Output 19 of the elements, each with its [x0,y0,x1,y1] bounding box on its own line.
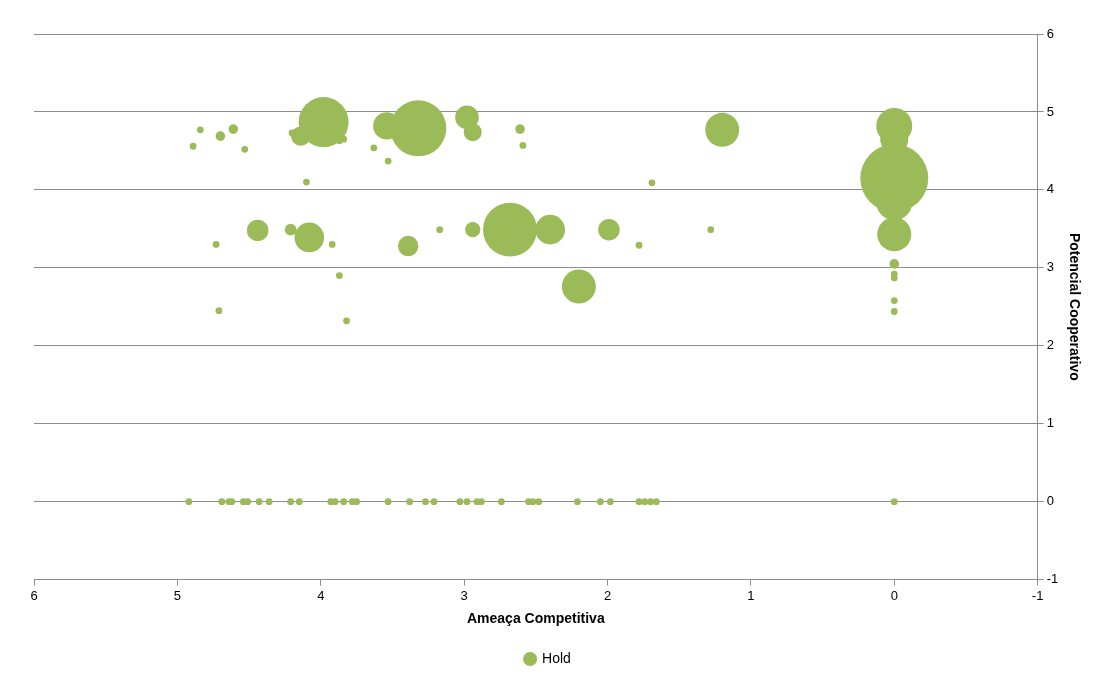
y-tick-label: 5 [1046,103,1054,119]
x-tick-label: 3 [460,587,468,603]
x-tick-label: 2 [603,587,612,603]
x-tick-label: 4 [317,587,325,603]
x-tick-label: 6 [30,587,38,603]
y-axis-title: Potencial Cooperativo [1066,232,1083,381]
x-tick-label: 0 [890,587,898,603]
x-axis-title: Ameaça Competitiva [466,610,605,627]
y-tick-label: 6 [1046,25,1054,41]
x-tick-label: -1 [1031,587,1044,603]
y-tick-label: 0 [1046,493,1054,509]
legend-label: Hold [542,649,571,666]
y-tick-label: 1 [1046,415,1054,431]
y-tick-label: 3 [1046,259,1054,275]
y-tick-label: -1 [1046,571,1059,587]
x-tick-label: 1 [747,587,755,603]
y-tick-label: 4 [1046,181,1054,197]
y-tick-label: 2 [1046,337,1054,353]
x-tick-label: 5 [173,587,181,603]
